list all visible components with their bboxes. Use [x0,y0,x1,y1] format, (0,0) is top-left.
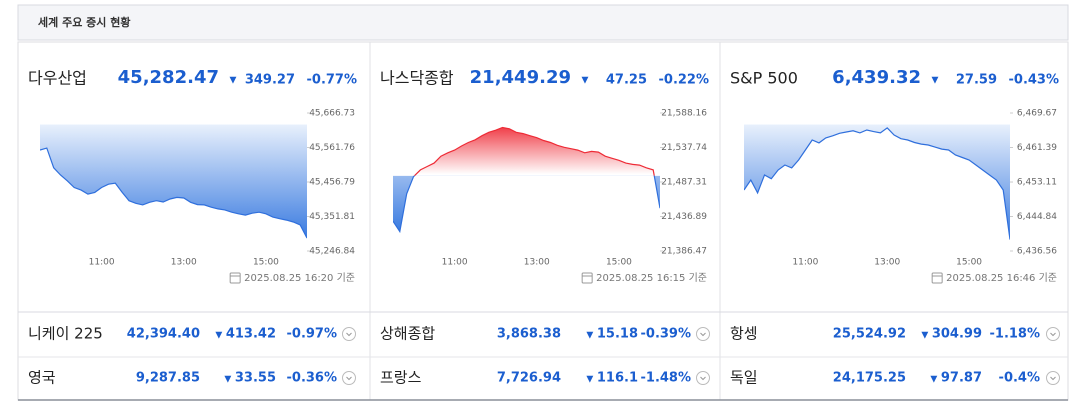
index-price: 25,524.92 [833,327,906,342]
y-tick-label: 6,444.84 [1017,212,1057,222]
index-name: 영국 [28,369,56,387]
x-tick-label: 13:00 [524,258,550,268]
x-tick-label: 11:00 [89,258,115,268]
y-tick-label: 6,453.11 [1017,178,1057,188]
index-name: 독일 [730,369,758,387]
expand-button[interactable] [696,327,710,341]
index-change: 304.99 [932,327,982,342]
index-change: 27.59 [956,73,997,88]
index-change: 47.25 [606,73,647,88]
y-tick-label: 45,456.79 [309,177,355,187]
y-tick-label: 45,246.84 [309,247,355,257]
expand-button[interactable] [1046,371,1060,385]
expand-button[interactable] [342,371,356,385]
x-tick-label: 11:00 [792,258,818,268]
index-price: 24,175.25 [833,371,906,386]
area-down [40,124,307,239]
index-name: 상해종합 [380,325,435,343]
y-tick-label: 6,436.56 [1017,247,1057,257]
index-name: S&P 500 [730,69,798,88]
y-tick-label: 45,561.76 [309,143,355,153]
index-change: 33.55 [235,371,276,386]
index-change: 116.1 [597,371,638,386]
index-change: 97.87 [941,371,982,386]
timestamp: 2025.08.25 16:20 기준 [244,272,355,284]
content-frame [17,41,1069,401]
line-down [744,127,1010,240]
index-change-pct: -0.39% [641,327,692,342]
y-tick-label: 21,386.47 [661,247,707,257]
calendar-icon [581,272,593,284]
x-tick-label: 15:00 [956,258,982,268]
index-change-pct: -0.22% [659,73,710,88]
timestamp: 2025.08.25 16:46 기준 [946,272,1057,284]
x-tick-label: 13:00 [874,258,900,268]
index-price: 21,449.29 [470,67,571,88]
header-title: 세계 주요 증시 현황 [38,15,130,29]
index-price: 6,439.32 [832,67,921,88]
expand-chevron [1050,332,1056,337]
index-name: 니케이 225 [28,325,103,343]
change-arrow: ▼ [586,331,593,341]
y-tick-label: 6,461.39 [1017,143,1057,153]
index-price: 7,726.94 [497,371,561,386]
index-change-pct: -0.77% [307,73,358,88]
change-arrow: ▼ [224,375,231,385]
y-tick-label: 45,351.81 [309,212,355,222]
expand-chevron [700,376,706,381]
change-arrow: ▼ [930,375,937,385]
index-name: 프랑스 [380,369,422,387]
expand-chevron [700,332,706,337]
expand-chevron [346,332,352,337]
area-up [414,127,655,176]
y-tick-label: 6,469.67 [1017,109,1057,119]
expand-button[interactable] [696,371,710,385]
expand-button[interactable] [1046,327,1060,341]
index-change-pct: -0.97% [287,327,338,342]
change-arrow: ▼ [230,76,237,86]
index-change-pct: -1.18% [990,327,1041,342]
index-change-pct: -0.43% [1009,73,1060,88]
change-arrow: ▼ [582,76,589,86]
calendar-icon [229,272,241,284]
index-name: 항셍 [730,325,758,343]
expand-button[interactable] [342,327,356,341]
index-change-pct: -0.4% [999,371,1040,386]
line-up [413,126,655,176]
index-change-pct: -0.36% [287,371,338,386]
index-price: 42,394.40 [127,327,200,342]
x-tick-label: 13:00 [171,258,197,268]
index-change: 349.27 [245,73,295,88]
expand-chevron [1050,376,1056,381]
x-tick-label: 15:00 [606,258,632,268]
expand-chevron [346,376,352,381]
index-price: 9,287.85 [136,371,200,386]
area-down [744,124,1010,240]
index-name: 나스닥종합 [380,69,454,88]
y-tick-label: 21,487.31 [661,178,707,188]
index-change-pct: -1.48% [641,371,692,386]
y-tick-label: 21,436.89 [661,212,707,222]
y-tick-label: 21,588.16 [661,109,707,119]
line-down [40,147,307,239]
change-arrow: ▼ [586,375,593,385]
change-arrow: ▼ [921,331,928,341]
calendar-icon [931,272,943,284]
timestamp: 2025.08.25 16:15 기준 [596,272,707,284]
area-up [744,124,1010,125]
index-change: 15.18 [597,327,638,342]
index-name: 다우산업 [28,69,87,88]
x-tick-label: 15:00 [253,258,279,268]
change-arrow: ▼ [932,76,939,86]
index-price: 3,868.38 [497,327,561,342]
index-change: 413.42 [226,327,276,342]
y-tick-label: 45,666.73 [309,109,355,119]
index-price: 45,282.47 [118,67,219,88]
x-tick-label: 11:00 [442,258,468,268]
header-bar [17,4,1069,41]
change-arrow: ▼ [215,331,222,341]
y-tick-label: 21,537.74 [661,143,707,153]
